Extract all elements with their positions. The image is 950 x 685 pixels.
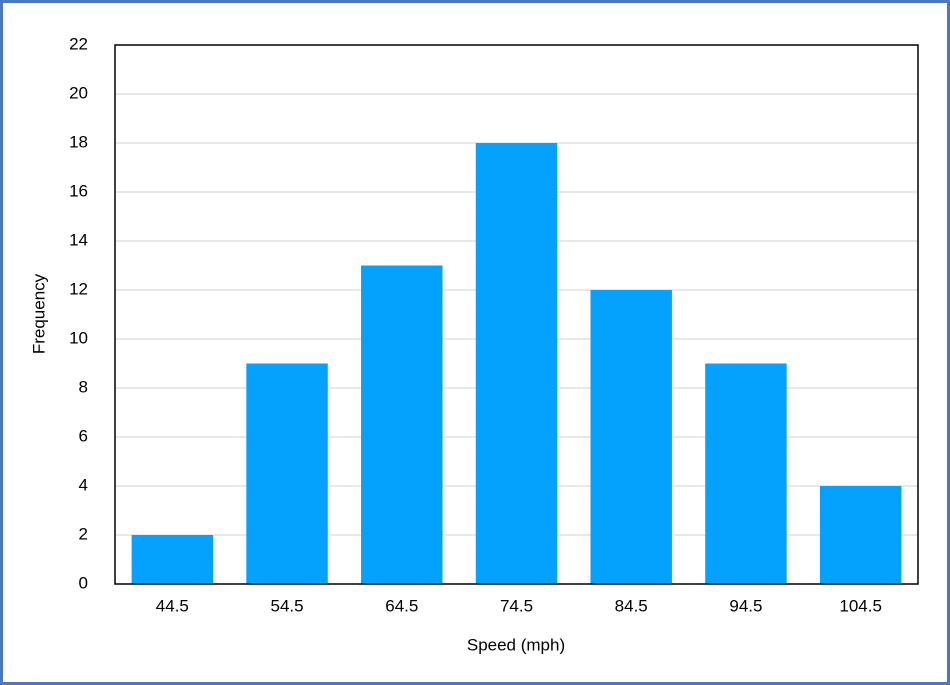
x-tick-label: 104.5: [839, 596, 882, 615]
bar: [131, 535, 214, 584]
y-tick-label: 10: [69, 328, 88, 347]
y-tick-label: 6: [79, 426, 88, 445]
x-tick-label: 54.5: [271, 596, 304, 615]
bar: [705, 363, 787, 584]
x-tick-label: 94.5: [729, 596, 762, 615]
bar: [819, 486, 902, 584]
bar: [475, 143, 558, 584]
y-tick-label: 2: [79, 524, 88, 543]
x-tick-label: 44.5: [156, 596, 189, 615]
y-axis-title: Frequency: [29, 273, 48, 354]
y-tick-label: 12: [69, 279, 88, 298]
bar: [590, 290, 672, 584]
x-tick-label: 74.5: [500, 596, 533, 615]
y-tick-label: 18: [69, 132, 88, 151]
plot-area: 0 2 4 6 8 10 12 14 16 18 20 22 44.5 54.5 64.5 74.5 84.5 9…: [69, 34, 919, 615]
bar: [246, 363, 328, 584]
y-tick-label: 20: [69, 83, 88, 102]
x-tick-label: 64.5: [385, 596, 418, 615]
plot-border: [114, 44, 919, 585]
bar: [361, 265, 443, 584]
y-tick-label: 22: [69, 34, 88, 53]
y-tick-label: 4: [79, 475, 88, 494]
y-tick-label: 14: [69, 230, 88, 249]
x-axis-title: Speed (mph): [467, 635, 565, 654]
y-tick-label: 8: [79, 377, 88, 396]
y-tick-label: 16: [69, 181, 88, 200]
y-tick-label: 0: [79, 573, 88, 592]
x-tick-label: 84.5: [615, 596, 648, 615]
